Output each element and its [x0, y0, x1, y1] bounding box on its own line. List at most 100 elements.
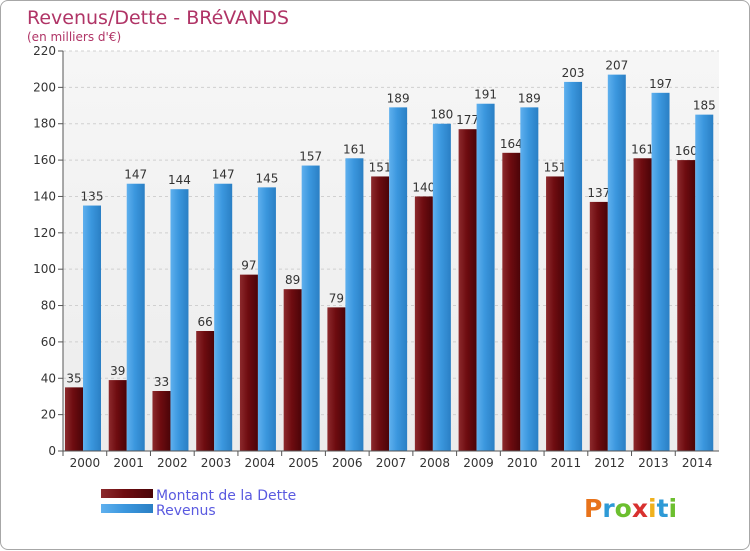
- bar-revenus: [170, 189, 189, 451]
- value-label-debt: 79: [329, 291, 344, 305]
- bars: 3513539147331446614797145891577916115118…: [65, 59, 716, 452]
- value-label-revenus: 144: [168, 173, 191, 187]
- y-tick-label: 80: [41, 299, 56, 313]
- bar-debt: [196, 331, 215, 451]
- value-label-revenus: 189: [518, 91, 541, 105]
- value-label-revenus: 189: [387, 91, 410, 105]
- value-label-revenus: 185: [693, 99, 716, 113]
- value-label-revenus: 161: [343, 142, 366, 156]
- logo-letter: i: [648, 494, 657, 523]
- bar-debt: [283, 289, 302, 451]
- x-tick-label: 2011: [551, 456, 582, 470]
- bar-revenus: [520, 107, 539, 451]
- x-tick-label: 2006: [332, 456, 363, 470]
- logo-letter: r: [602, 494, 615, 523]
- value-label-debt: 164: [500, 137, 523, 151]
- value-label-revenus: 157: [299, 150, 322, 164]
- bar-revenus: [695, 114, 714, 452]
- y-tick-label: 160: [33, 153, 56, 167]
- bar-revenus: [651, 92, 670, 452]
- y-tick-label: 40: [41, 371, 56, 385]
- y-tick-label: 20: [41, 408, 56, 422]
- logo-letter: o: [615, 494, 632, 523]
- x-tick-label: 2013: [638, 456, 669, 470]
- chart-title: Revenus/Dette - BRéVANDS: [27, 7, 289, 29]
- value-label-debt: 140: [412, 180, 435, 194]
- x-tick-label: 2009: [463, 456, 494, 470]
- chart-subtitle: (en milliers d'€): [27, 30, 121, 44]
- x-tick-label: 2000: [70, 456, 101, 470]
- bar-revenus: [476, 103, 495, 452]
- logo-letter: t: [657, 494, 669, 523]
- proxiti-logo: Proxiti: [584, 494, 677, 523]
- value-label-debt: 151: [544, 160, 567, 174]
- bar-debt: [546, 176, 565, 452]
- value-label-revenus: 191: [474, 88, 497, 102]
- bar-revenus: [301, 165, 320, 451]
- value-label-revenus: 147: [124, 168, 147, 182]
- y-tick-label: 0: [48, 444, 56, 458]
- bar-revenus: [214, 183, 233, 451]
- bar-debt: [414, 196, 433, 451]
- bar-debt: [65, 387, 83, 451]
- logo-letter: P: [584, 494, 602, 523]
- value-label-debt: 66: [198, 315, 213, 329]
- logo-letter: x: [632, 494, 648, 523]
- bar-debt: [633, 158, 652, 452]
- value-label-debt: 35: [66, 371, 81, 385]
- bar-revenus: [126, 183, 145, 451]
- x-tick-label: 2012: [594, 456, 625, 470]
- bar-debt: [108, 380, 127, 451]
- y-tick-label: 100: [33, 262, 56, 276]
- x-tick-label: 2005: [288, 456, 319, 470]
- value-label-revenus: 180: [430, 108, 453, 122]
- bar-debt: [327, 307, 346, 451]
- legend-swatch-revenus: [101, 504, 153, 513]
- x-tick-label: 2003: [201, 456, 232, 470]
- value-label-revenus: 145: [255, 171, 278, 185]
- y-tick-label: 220: [33, 44, 56, 58]
- y-tick-label: 180: [33, 117, 56, 131]
- bar-debt: [502, 152, 521, 451]
- y-tick-label: 200: [33, 80, 56, 94]
- y-tick-label: 60: [41, 335, 56, 349]
- value-label-revenus: 147: [212, 168, 235, 182]
- y-tick-label: 140: [33, 189, 56, 203]
- bar-revenus: [564, 81, 583, 451]
- legend: Montant de la Dette Revenus: [101, 488, 296, 519]
- x-axis-ticks: 2000 2001 2002 2003 2004 2005 2006 2007 2008 2009…: [62, 451, 712, 470]
- y-axis-ticks: 0 20 40 60 80 100 120 140 160 180 200 220: [33, 44, 63, 458]
- x-tick-label: 2010: [507, 456, 538, 470]
- bar-debt: [589, 201, 608, 451]
- bar-revenus: [432, 123, 451, 452]
- bar-revenus: [345, 158, 364, 452]
- x-tick-label: 2001: [113, 456, 144, 470]
- bar-debt: [677, 160, 696, 451]
- value-label-debt: 97: [241, 259, 256, 273]
- bar-debt: [458, 129, 477, 451]
- bar-revenus: [257, 187, 276, 451]
- value-label-debt: 33: [154, 375, 169, 389]
- x-tick-label: 2002: [157, 456, 188, 470]
- value-label-debt: 177: [456, 113, 479, 127]
- value-label-debt: 161: [631, 142, 654, 156]
- bar-revenus: [83, 205, 101, 451]
- value-label-debt: 39: [110, 364, 125, 378]
- value-label-debt: 89: [285, 273, 300, 287]
- bar-debt: [152, 391, 171, 451]
- logo-letter: i: [669, 494, 678, 523]
- x-tick-label: 2007: [376, 456, 407, 470]
- value-label-debt: 151: [369, 160, 392, 174]
- value-label-revenus: 135: [81, 190, 104, 204]
- bar-revenus: [607, 74, 626, 452]
- y-tick-label: 120: [33, 226, 56, 240]
- bar-debt: [371, 176, 390, 452]
- x-tick-label: 2008: [419, 456, 450, 470]
- value-label-revenus: 207: [605, 59, 628, 73]
- value-label-revenus: 203: [562, 66, 585, 80]
- legend-swatch-debt: [101, 489, 153, 498]
- value-label-revenus: 197: [649, 77, 672, 91]
- value-label-debt: 160: [675, 144, 698, 158]
